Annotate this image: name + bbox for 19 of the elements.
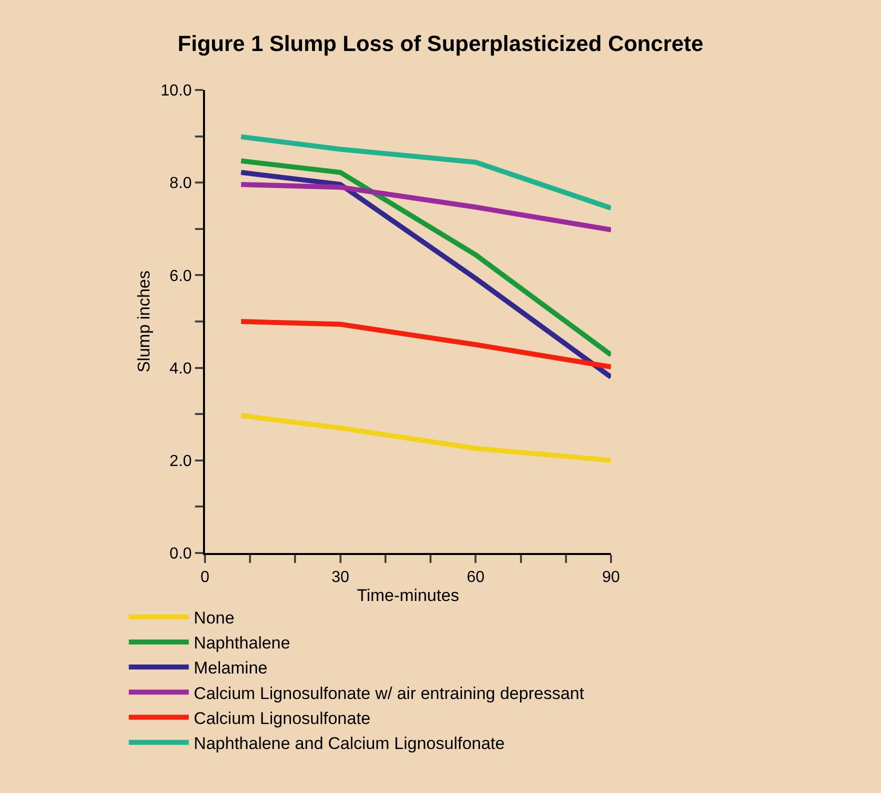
legend-label: Calcium Lignosulfonate bbox=[194, 708, 371, 728]
y-tick-label: 4.0 bbox=[170, 360, 192, 378]
chart-title: Figure 1 Slump Loss of Superplasticized Concrete bbox=[178, 31, 704, 56]
legend-label: Naphthalene and Calcium Lignosulfonate bbox=[194, 734, 505, 753]
x-tick-label: 60 bbox=[466, 569, 485, 586]
x-tick-label: 0 bbox=[200, 569, 210, 586]
legend-label: Calcium Lignosulfonate w/ air entraining depressant bbox=[194, 684, 584, 703]
legend-label: None bbox=[194, 608, 234, 628]
y-tick-label: 2.0 bbox=[170, 453, 192, 470]
y-axis-title: Slump inches bbox=[134, 270, 154, 373]
y-tick-label: 8.0 bbox=[170, 175, 192, 192]
legend-label: Naphthalene bbox=[194, 634, 290, 653]
y-tick-label: 6.0 bbox=[170, 268, 192, 285]
x-axis-title: Time-minutes bbox=[356, 586, 460, 606]
x-tick-label: 30 bbox=[331, 569, 350, 586]
y-tick-label: 10.0 bbox=[160, 82, 192, 100]
y-tick-label: 0.0 bbox=[170, 546, 192, 563]
x-tick-label: 90 bbox=[602, 569, 620, 586]
legend-label: Melamine bbox=[194, 658, 268, 678]
